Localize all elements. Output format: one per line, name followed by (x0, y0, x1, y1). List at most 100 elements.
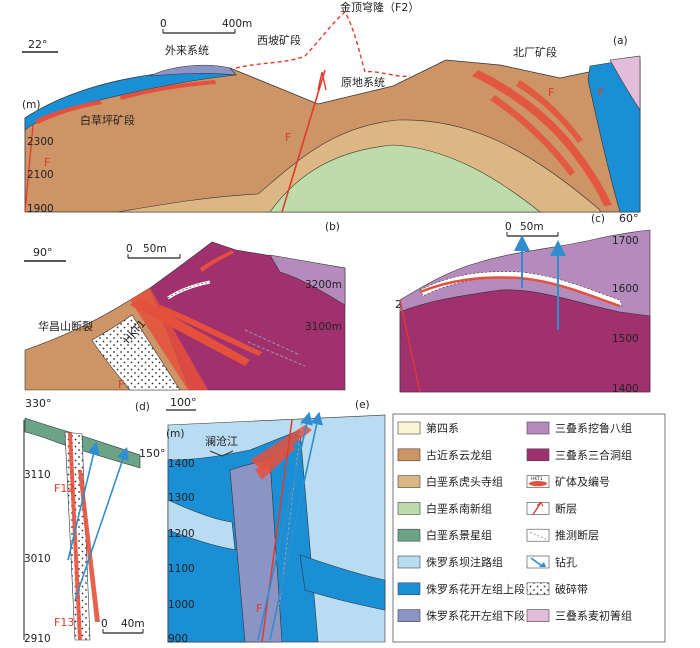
legend-entry: HKT1 矿体及编号 (526, 475, 610, 489)
legend-entry: 侏罗系花开左组上段 (397, 582, 525, 596)
panel-b-scale-bar: 0 50m (126, 243, 181, 259)
legend-swatch (526, 501, 550, 515)
panel-e-elev-1200: 1200 (168, 528, 195, 540)
panel-e-drill-1 (257, 411, 313, 641)
panel-a-fault-label-right: F (548, 86, 554, 99)
legend-label: 破碎带 (555, 582, 588, 596)
panel-e-drill-2 (269, 411, 323, 641)
panel-e-tag: (e) (355, 399, 370, 411)
panel-e-elev-1000: 1000 (168, 599, 195, 611)
panel-d-scale-max: 40m (121, 618, 145, 630)
panel-a-external-system-label: 外来系统 (165, 44, 209, 57)
legend-entry: 推测断层 (526, 528, 599, 542)
panel-d-elev-3010: 3010 (24, 553, 51, 565)
legend-ore-tag: HKT1 (531, 476, 543, 482)
panel-e: 100° (e) 澜沧江 F (m) 1400 1300 1200 1100 1… (166, 396, 386, 645)
legend-entry: 三叠系麦初箐组 (526, 609, 632, 623)
panel-c-orientation-right: 60° (619, 212, 639, 225)
panel-a-section (24, 10, 641, 213)
panel-a-elev-2300: 2300 (27, 136, 54, 148)
panel-c-elev-1400: 1400 (612, 383, 639, 395)
panel-d-elev-2910: 2910 (24, 633, 51, 645)
panel-c-scale-bar: 0 50m (505, 221, 559, 237)
legend-label: 白垩系虎头寺组 (426, 475, 503, 489)
legend-label: 三叠系三合洞组 (555, 448, 632, 462)
panel-e-river-label: 澜沧江 (205, 434, 238, 448)
panel-e-fault-label: F (256, 602, 262, 615)
legend-swatch (526, 448, 550, 462)
panel-b-huachang-fault-label: 华昌山断裂 (38, 319, 93, 333)
panel-d-orientation-left: 330° (25, 397, 52, 410)
panel-e-elev-1400: 1400 (168, 458, 195, 470)
panel-a-elev-1900: 1900 (27, 203, 54, 215)
legend-entry: 三叠系挖鲁八组 (526, 421, 632, 435)
panel-e-elev-1300: 1300 (168, 492, 195, 504)
legend-label: 侏罗系花开左组下段 (426, 609, 525, 623)
panel-c: (c) 60° 240° 0 50m 1700 1600 1500 1400 (395, 212, 651, 395)
panel-c-elev-1600: 1600 (612, 283, 639, 295)
panel-b-tag: (b) (325, 221, 340, 233)
panel-a-baicaoping-label: 白草坪矿段 (80, 113, 135, 127)
panel-e-elev-unit: (m) (166, 428, 184, 440)
panel-a-fault-f2-label: 金顶穹隆（F2） (340, 0, 419, 14)
legend-entry: 破碎带 (526, 582, 588, 596)
panel-b-elev-3200: 3200m (305, 279, 342, 291)
panel-c-scale-max: 50m (520, 221, 544, 233)
legend-label: 三叠系麦初箐组 (555, 609, 632, 623)
panel-a-elev-2100: 2100 (27, 169, 54, 181)
panel-d-fault-f12: F12 (54, 482, 74, 495)
panel-d-drill-2 (74, 446, 129, 601)
legend-entry: 侏罗系花开左组下段 (397, 609, 525, 623)
panel-a-elev-unit: (m) (22, 99, 40, 111)
panel-d-scale-bar: 0 40m (101, 618, 145, 634)
legend-entry: 白垩系景星组 (397, 528, 492, 542)
panel-d-tag: (d) (135, 401, 150, 413)
legend-label: 第四系 (426, 421, 459, 435)
legend-swatch (397, 609, 421, 622)
panel-d-drill-1 (67, 441, 100, 561)
panel-b-scale-max: 50m (143, 243, 167, 255)
panel-d-fault-f13: F13 (54, 616, 74, 629)
legend-label: 三叠系挖鲁八组 (555, 421, 632, 435)
panel-b-orientation: 90° (33, 246, 53, 259)
panel-e-elev-900: 900 (168, 633, 188, 645)
legend-swatch (526, 528, 550, 542)
legend-entry: 第四系 (397, 421, 459, 435)
legend-swatch (397, 421, 421, 435)
panel-a-xipo-label: 西坡矿段 (257, 33, 301, 47)
legend-swatch (526, 421, 550, 435)
panel-a-tag: (a) (613, 35, 628, 47)
legend-entry: 侏罗系坝注路组 (397, 555, 503, 569)
legend-entry: 白垩系虎头寺组 (397, 475, 503, 489)
legend-swatch: HKT1 (526, 475, 550, 488)
panel-a-beichang-label: 北厂矿段 (513, 45, 557, 59)
panel-c-section (399, 229, 651, 393)
panel-b-section (24, 241, 346, 391)
panel-b: (b) 90° 0 50m (24, 221, 346, 391)
panel-a-scale-bar: 0 400m (160, 18, 252, 34)
legend-swatch (397, 448, 421, 462)
panel-d-elev-3110: 3110 (24, 469, 51, 481)
legend-swatch (397, 555, 421, 569)
legend-entry: 三叠系三合洞组 (526, 448, 632, 462)
legend-label: 侏罗系花开左组上段 (426, 582, 525, 596)
legend-label: 白垩系南新组 (426, 501, 492, 515)
legend-label: 推测断层 (555, 528, 599, 542)
panel-d-orientation-right: 150° (139, 447, 166, 460)
panel-d-section (23, 417, 141, 641)
panel-b-elev-3100: 3100m (305, 321, 342, 333)
legend-label: 断层 (555, 501, 577, 515)
panel-d-scale-zero: 0 (101, 618, 108, 630)
panel-a-native-system-label: 原地系统 (341, 76, 385, 89)
legend-swatch (526, 555, 550, 569)
panel-e-orientation: 100° (170, 396, 197, 409)
panel-a-fault-label-left: F (44, 156, 50, 169)
legend-entry: 断层 (526, 501, 577, 515)
panel-a-fault-label: F (285, 131, 291, 144)
legend-swatch (397, 502, 421, 515)
panel-c-tag: (c) (591, 213, 605, 225)
panel-c-scale-zero: 0 (505, 221, 512, 233)
legend-label: 侏罗系坝注路组 (426, 555, 503, 569)
